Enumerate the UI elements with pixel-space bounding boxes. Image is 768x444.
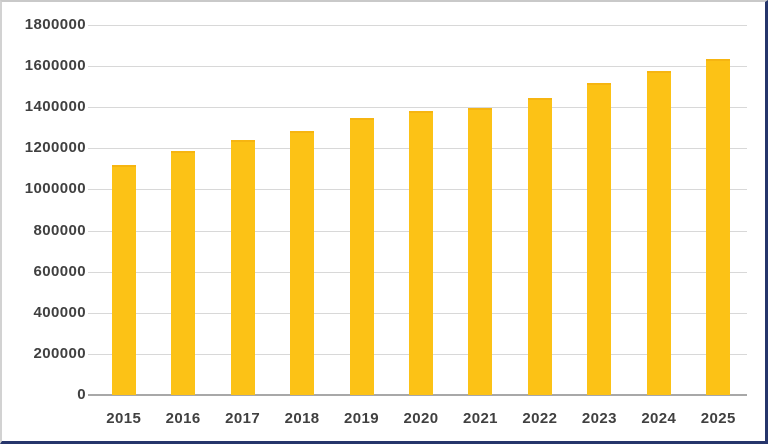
x-tick-label-2017: 2017 (225, 410, 261, 427)
gridline-1800000 (88, 25, 747, 26)
x-axis-line (88, 394, 747, 396)
bar-2025 (706, 58, 731, 395)
bar-2017 (230, 140, 255, 395)
x-tick-label-2025: 2025 (700, 410, 736, 427)
bar-2016 (171, 151, 196, 395)
y-tick-label-0: 0 (77, 386, 86, 403)
y-tick-label-600000: 600000 (33, 262, 86, 280)
x-tick-label-2019: 2019 (344, 410, 380, 427)
bar-2021 (468, 108, 493, 395)
y-tick-label-200000: 200000 (33, 344, 86, 362)
y-tick-label-1000000: 1000000 (24, 180, 86, 198)
x-tick-label-2021: 2021 (462, 410, 498, 427)
y-tick-label-400000: 400000 (33, 303, 86, 321)
x-tick-label-2022: 2022 (522, 410, 558, 427)
y-tick-label-1800000: 1800000 (24, 16, 86, 33)
x-tick-label-2024: 2024 (641, 410, 677, 427)
x-tick-label-2016: 2016 (165, 410, 201, 427)
y-tick-label-1600000: 1600000 (24, 57, 86, 75)
x-tick-label-2023: 2023 (581, 410, 617, 427)
bar-2023 (587, 82, 612, 395)
gridline-1600000 (88, 66, 747, 68)
bar-2022 (527, 97, 552, 395)
bar-2015 (111, 164, 136, 395)
y-tick-label-800000: 800000 (33, 221, 86, 239)
y-tick-label-1200000: 1200000 (24, 139, 86, 157)
x-tick-label-2018: 2018 (284, 410, 320, 427)
bar-2018 (290, 130, 315, 395)
bar-2024 (646, 71, 671, 395)
x-tick-label-2020: 2020 (403, 410, 439, 427)
gridline-1400000 (88, 107, 747, 109)
bar-2019 (349, 117, 374, 395)
y-tick-label-1400000: 1400000 (24, 98, 86, 116)
x-tick-label-2015: 2015 (106, 410, 142, 427)
bar-2020 (409, 111, 433, 395)
